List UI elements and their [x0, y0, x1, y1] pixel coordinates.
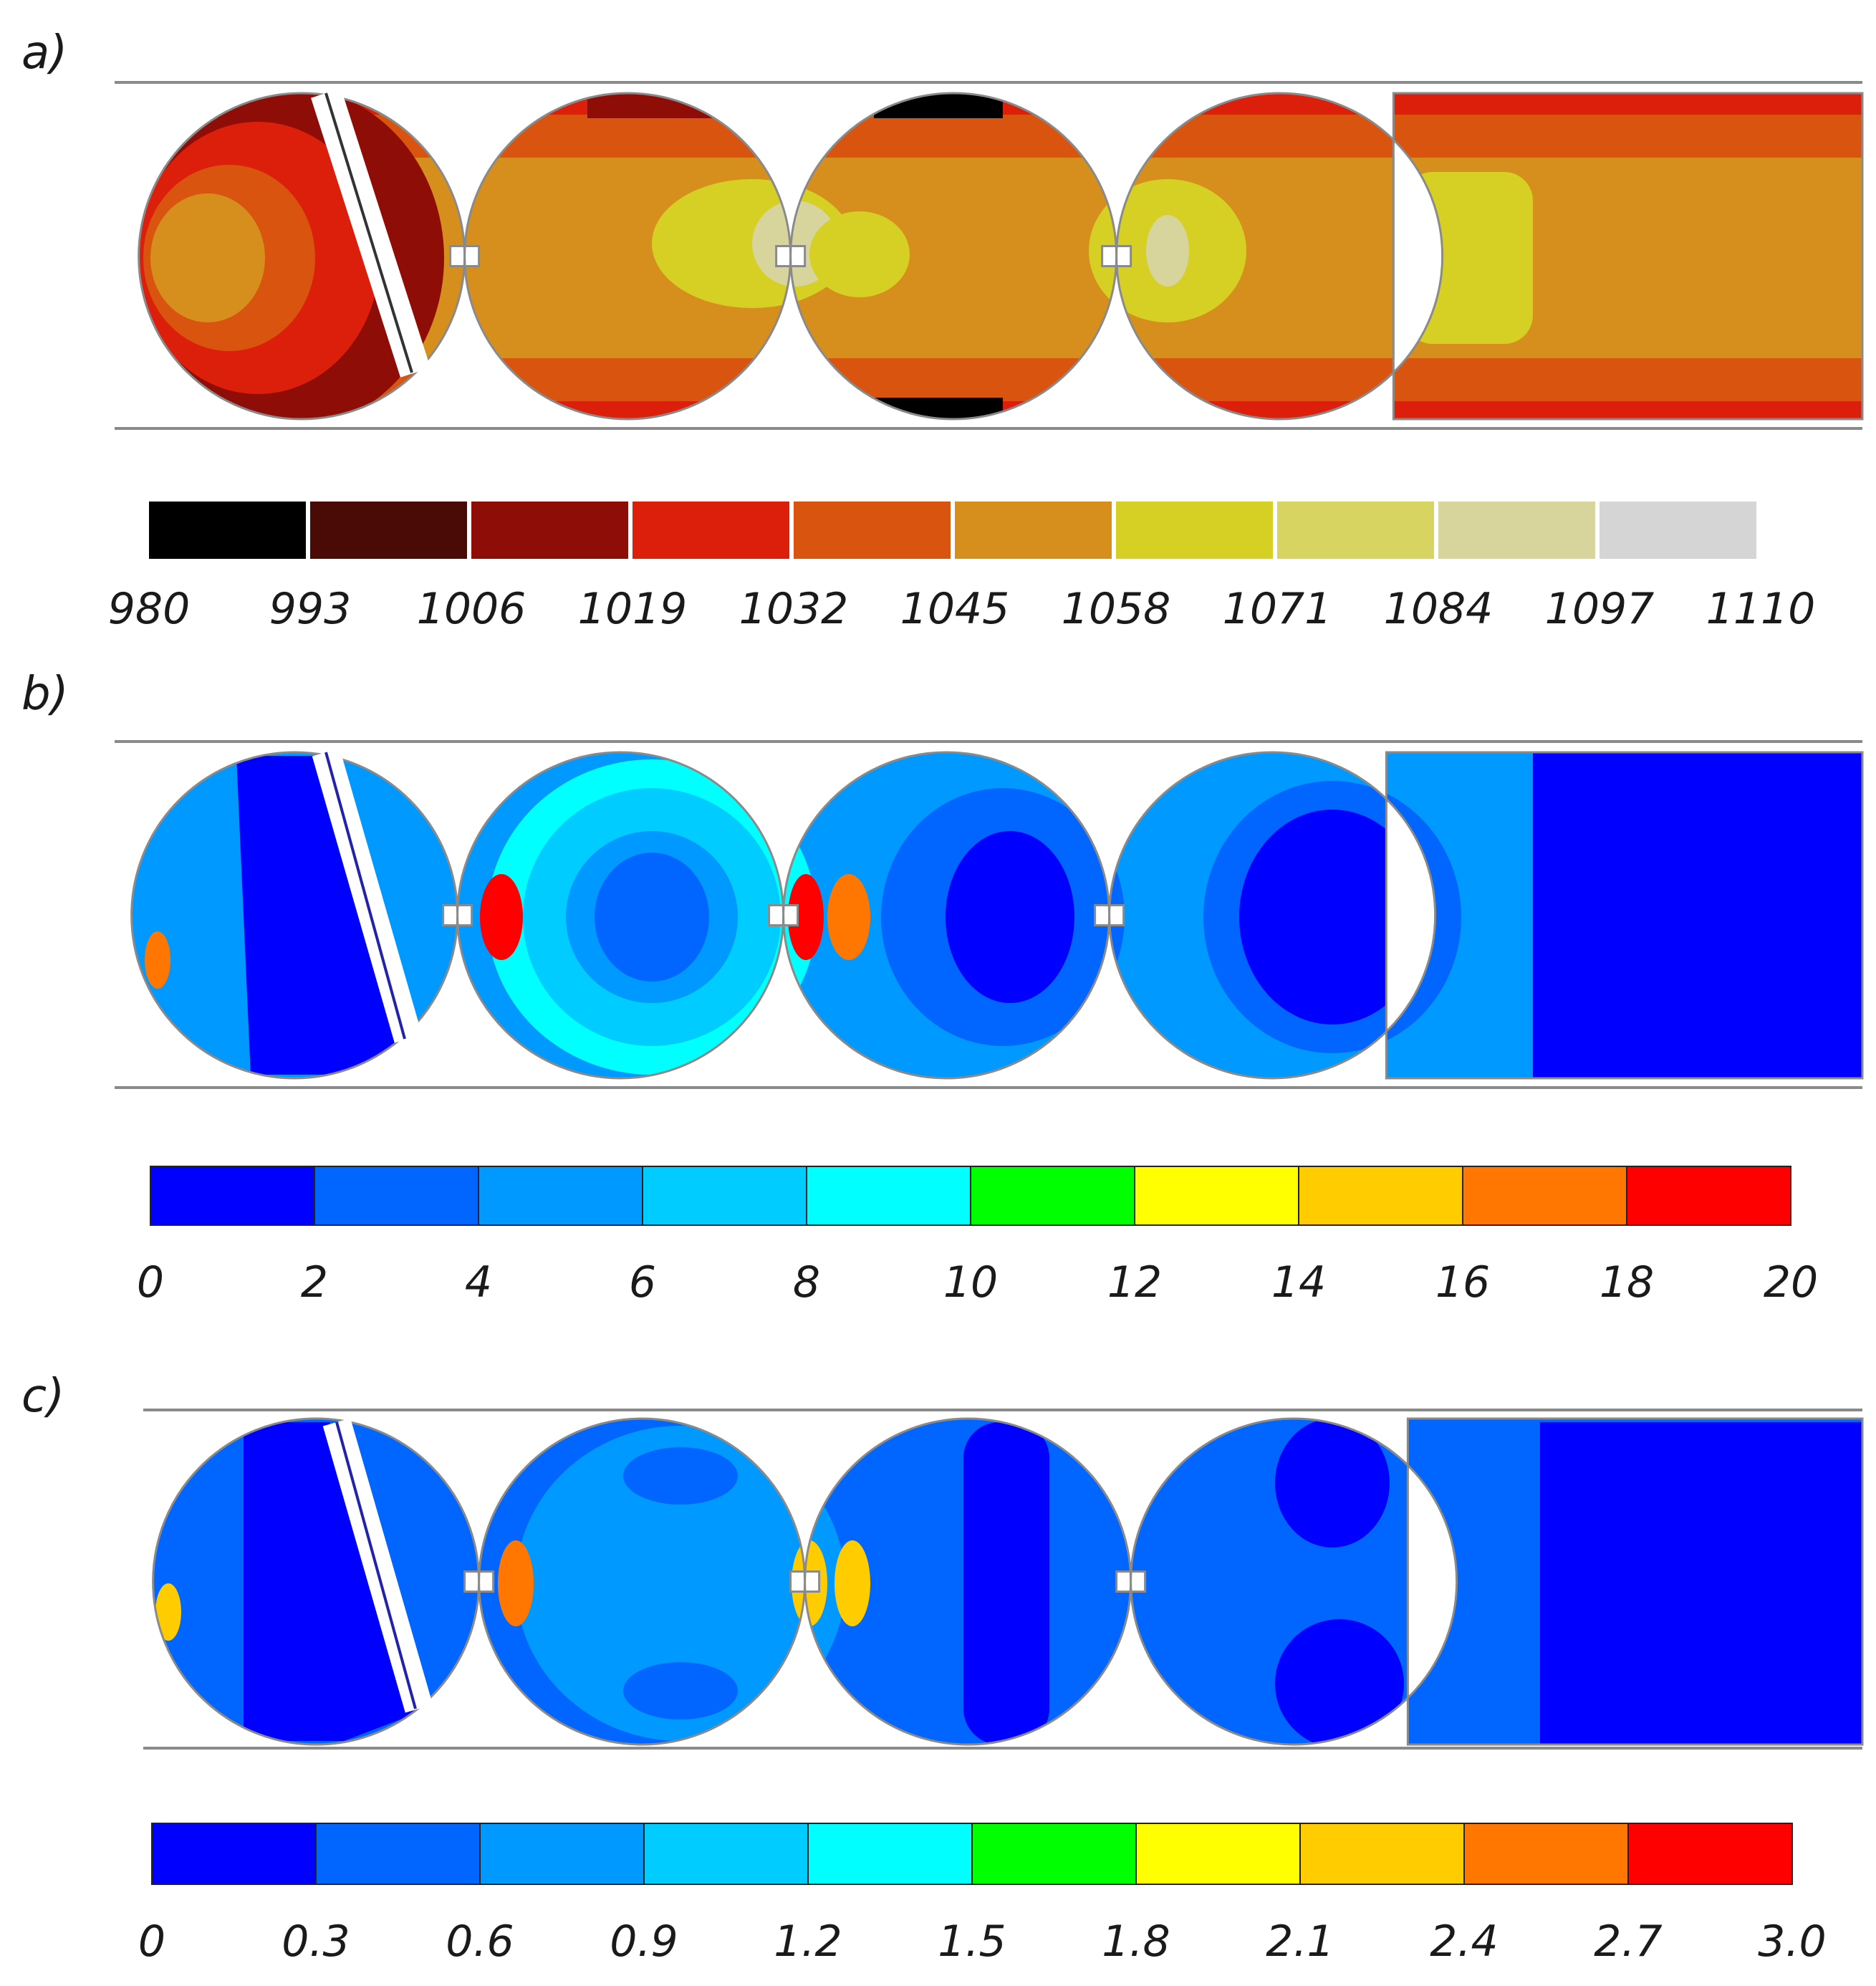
colorbar-0-swatch-7	[1277, 502, 1434, 559]
colorbar-0-swatch-6	[1116, 502, 1273, 559]
colorbar-2-swatch-3	[643, 1823, 809, 1885]
panel-a: a)	[21, 27, 1864, 430]
colorbar-0-tick-10: 1110	[1706, 584, 1816, 634]
colorbar-2-tick-9: 2.7	[1594, 1917, 1662, 1967]
colorbar-1-tick-7: 14	[1271, 1257, 1326, 1308]
colorbar-1-tick-6: 12	[1107, 1257, 1162, 1308]
colorbar-2-swatch-0	[151, 1823, 317, 1885]
colorbar-1-swatch-6	[1134, 1166, 1299, 1226]
colorbar-0-tick-3: 1019	[578, 584, 688, 634]
panel-a-blade	[324, 92, 413, 373]
colorbar-1-swatch-8	[1462, 1166, 1627, 1226]
colorbar-0-tick-5: 1045	[900, 584, 1010, 634]
colorbar-0-swatch-8	[1438, 502, 1595, 559]
colorbar-0-swatch-9	[1600, 502, 1756, 559]
colorbar-2-tick-6: 1.8	[1102, 1917, 1170, 1967]
colorbar-1-tick-8: 16	[1435, 1257, 1490, 1308]
colorbar-2-swatch-1	[315, 1823, 481, 1885]
panel-a-label: a)	[21, 27, 67, 80]
colorbar-1-tick-3: 6	[629, 1257, 656, 1308]
colorbar-1-tick-2: 4	[465, 1257, 492, 1308]
colorbars: 980 993 1006 1019 1032 1045 1058 1071 1084 1097 11…	[108, 502, 1827, 1967]
colorbar-2-swatch-4	[807, 1823, 973, 1885]
colorbar-1-tick-0: 0	[137, 1257, 164, 1308]
colorbar-1-swatch-5	[970, 1166, 1135, 1226]
panel-c-label: c)	[21, 1370, 64, 1423]
colorbar-1-swatch-7	[1298, 1166, 1463, 1226]
colorbar-2-swatch-6	[1135, 1823, 1301, 1885]
colorbar-0-swatch-5	[955, 502, 1112, 559]
colorbar-1-swatch-9	[1626, 1166, 1791, 1226]
colorbar-0-tick-7: 1071	[1223, 584, 1332, 634]
colorbar-0-tick-8: 1084	[1384, 584, 1493, 634]
colorbar-0-tick-9: 1097	[1545, 584, 1655, 634]
colorbar-1-swatch-4	[806, 1166, 971, 1226]
colorbar-2-tick-7: 2.1	[1266, 1917, 1334, 1967]
colorbar-2-tick-10: 3.0	[1758, 1917, 1826, 1967]
colorbar-0-swatch-1	[310, 502, 467, 559]
colorbar-2-swatch-9	[1627, 1823, 1793, 1885]
colorbar-0-tick-2: 1006	[417, 584, 526, 634]
colorbar-0-swatch-0	[149, 502, 306, 559]
colorbar-2-tick-8: 2.4	[1430, 1917, 1498, 1967]
colorbar-0-tick-0: 980	[108, 584, 191, 634]
colorbar-0-tick-6: 1058	[1062, 584, 1171, 634]
colorbar-1-tick-4: 8	[793, 1257, 820, 1308]
colorbar-1-tick-1: 2	[301, 1257, 328, 1308]
colorbar-1-swatch-0	[150, 1166, 315, 1226]
panel-c: c)	[21, 1370, 1864, 1750]
colorbar-1-swatch-2	[478, 1166, 643, 1226]
colorbar-2-tick-2: 0.6	[446, 1917, 514, 1967]
colorbar-1-swatch-3	[642, 1166, 807, 1226]
colorbar-2-swatch-5	[971, 1823, 1137, 1885]
colorbar-2-tick-1: 0.3	[282, 1917, 350, 1967]
panel-a-outline	[138, 92, 1864, 421]
colorbar-2-tick-4: 1.2	[774, 1917, 842, 1967]
panel-c-blade	[335, 1421, 417, 1709]
panel-b-blade	[324, 752, 406, 1040]
panel-b-outline	[130, 751, 1864, 1080]
panel-c-outline	[152, 1417, 1864, 1746]
colorbar-2-swatch-2	[479, 1823, 645, 1885]
colorbar-1-tick-5: 10	[943, 1257, 998, 1308]
colorbar-1-tick-10: 20	[1764, 1257, 1818, 1308]
colorbar-2-tick-3: 0.9	[610, 1917, 678, 1967]
colorbar-0-swatch-4	[794, 502, 951, 559]
panel-b-label: b)	[21, 668, 69, 721]
colorbar-0-tick-4: 1032	[739, 584, 849, 634]
colorbar-2-tick-0: 0	[138, 1917, 165, 1967]
colorbar-2-swatch-7	[1299, 1823, 1465, 1885]
colorbar-0-tick-1: 993	[269, 584, 352, 634]
colorbar-0-swatch-3	[632, 502, 789, 559]
colorbar-0-swatch-2	[471, 502, 628, 559]
colorbar-2-swatch-8	[1463, 1823, 1629, 1885]
colorbar-2-tick-5: 1.5	[938, 1917, 1006, 1967]
panel-b: b)	[21, 668, 1864, 1089]
colorbar-1-tick-9: 18	[1600, 1257, 1654, 1308]
colorbar-1-swatch-1	[314, 1166, 479, 1226]
